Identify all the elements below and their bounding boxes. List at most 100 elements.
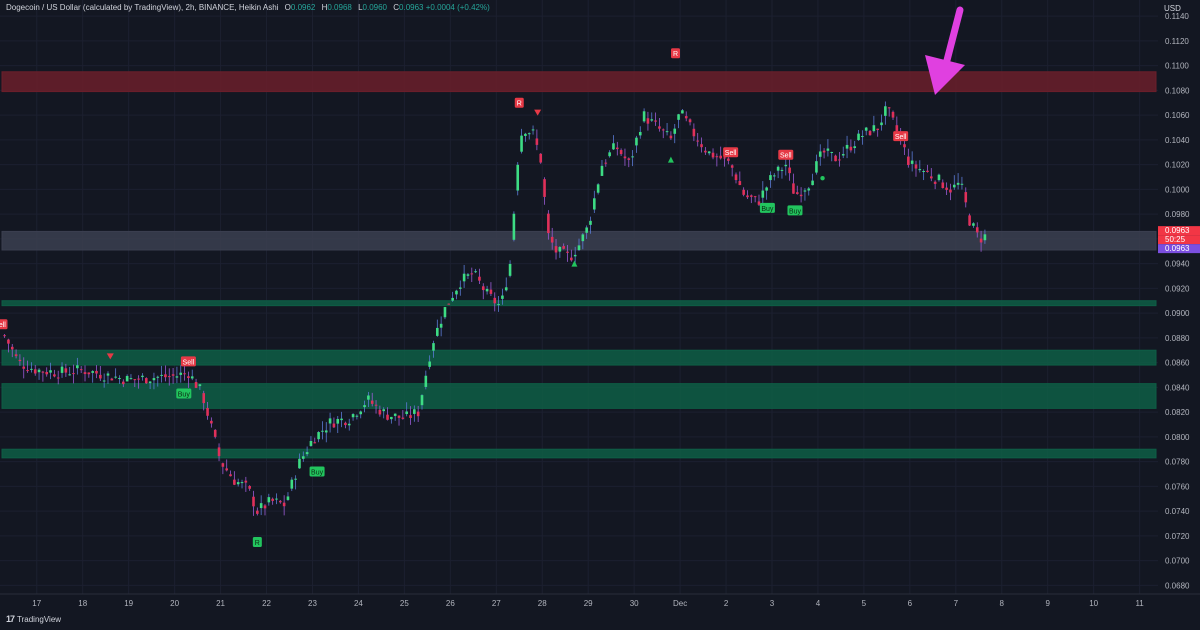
- candle-body: [141, 375, 144, 378]
- triangle-up-marker: [667, 156, 674, 163]
- price-tick-label: 0.0880: [1165, 334, 1190, 343]
- time-tick-label: 4: [816, 599, 821, 608]
- candle-body: [233, 479, 236, 485]
- chart-grid: [0, 0, 1158, 594]
- candle-body: [194, 382, 198, 388]
- candle-body: [742, 189, 745, 195]
- candle-body: [531, 129, 535, 131]
- candle-body: [125, 375, 129, 382]
- candle-body: [727, 158, 730, 161]
- time-tick-label: 3: [770, 599, 775, 608]
- candle-body: [642, 111, 646, 122]
- candle-body: [129, 378, 133, 380]
- candle-body: [907, 156, 910, 165]
- candle-body: [198, 384, 202, 387]
- close-value: 0.0963: [399, 3, 424, 12]
- candle-body: [432, 343, 435, 351]
- price-tick-label: 0.0900: [1165, 309, 1190, 318]
- high-label: H: [321, 3, 328, 12]
- currency-label[interactable]: USD: [1164, 4, 1181, 13]
- candle-body: [956, 182, 960, 185]
- candle-body: [263, 505, 267, 509]
- candle-body: [68, 374, 71, 376]
- candle-body: [700, 144, 703, 148]
- candle-body: [654, 120, 657, 122]
- arrow-shaft: [941, 6, 964, 72]
- candle-body: [45, 371, 49, 375]
- candle-body: [922, 170, 925, 172]
- tradingview-branding[interactable]: 17 TradingView: [6, 614, 61, 624]
- candle-body: [612, 143, 615, 150]
- signal-badge-sell: [723, 147, 739, 158]
- signal-label-sell: Sell: [895, 134, 907, 141]
- candle-body: [761, 190, 765, 198]
- candle-body: [416, 411, 420, 417]
- candle-body: [37, 369, 41, 373]
- candle-body: [347, 423, 351, 426]
- highlight-arrow: [925, 6, 965, 95]
- signal-label-sell: R: [517, 101, 522, 108]
- candle-body: [650, 119, 654, 121]
- candle-body: [7, 339, 10, 344]
- candle-body: [474, 271, 477, 273]
- candle-body: [443, 307, 447, 318]
- candle-body: [547, 213, 550, 234]
- signal-label-buy: Buy: [311, 469, 324, 476]
- candle-body: [669, 135, 673, 139]
- candle-body: [298, 458, 301, 469]
- candle-body: [730, 165, 734, 168]
- candle-body: [210, 420, 213, 424]
- time-tick-label: 28: [538, 599, 547, 608]
- price-tick-label: 0.1120: [1165, 37, 1189, 46]
- candle-body: [53, 374, 56, 377]
- candle-body: [244, 480, 248, 483]
- candle-body: [661, 129, 665, 131]
- candle-body: [619, 150, 623, 155]
- signal-label-buy: Buy: [789, 208, 802, 215]
- candle-body: [294, 478, 297, 480]
- zone-support-1: [1, 300, 1157, 307]
- time-tick-label: 25: [400, 599, 409, 608]
- price-tick-label: 0.1140: [1165, 12, 1189, 21]
- time-tick-label: 27: [492, 599, 501, 608]
- candle-body: [489, 289, 493, 294]
- time-tick-label: 20: [170, 599, 179, 608]
- candle-body: [581, 234, 585, 242]
- candle-body: [160, 374, 163, 376]
- candle-body: [849, 146, 853, 151]
- candle-body: [734, 174, 738, 181]
- candle-body: [975, 227, 979, 233]
- candle-body: [3, 335, 6, 337]
- candle-body: [439, 323, 443, 328]
- candle-body: [738, 181, 742, 186]
- candle-body: [114, 376, 117, 378]
- candle-body: [876, 128, 879, 130]
- candle-body: [340, 418, 343, 421]
- candle-body: [344, 422, 347, 426]
- time-tick-label: 26: [446, 599, 455, 608]
- time-tick-label: 7: [954, 599, 959, 608]
- candle-body: [405, 411, 408, 415]
- candle-body: [171, 374, 175, 376]
- high-value: 0.0968: [327, 3, 352, 12]
- candle-body: [217, 447, 221, 457]
- zone-support-3: [1, 383, 1157, 409]
- price-tick-label: 0.0820: [1165, 408, 1190, 417]
- candle-body: [646, 118, 650, 124]
- open-label: O: [284, 3, 291, 12]
- price-tick-label: 0.0760: [1165, 482, 1190, 491]
- candle-body: [757, 201, 761, 205]
- candle-body: [960, 183, 964, 185]
- candle-body: [822, 150, 826, 153]
- candle-body: [313, 442, 317, 444]
- candle-body: [826, 148, 830, 151]
- candle-body: [853, 146, 857, 149]
- candle-body: [972, 223, 975, 226]
- candle-body: [26, 370, 29, 372]
- candle-body: [608, 152, 611, 157]
- candle-body: [719, 155, 722, 159]
- candle-body: [64, 368, 68, 373]
- candle-body: [665, 131, 669, 133]
- candle-body: [370, 400, 374, 404]
